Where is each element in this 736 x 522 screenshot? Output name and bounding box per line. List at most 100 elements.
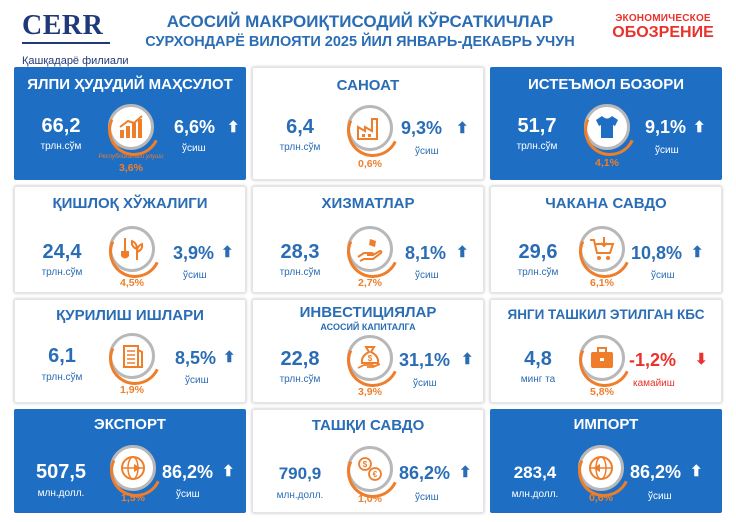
arrow-up-icon: ⬆ (222, 463, 235, 480)
logo-branch: Қашқадарё филиали (22, 55, 129, 67)
card-unit: трлн.сўм (516, 141, 558, 152)
card-industry: САНОАТ 6,4 трлн.сўм 0,6% 9,3% ⬆ ўсиш (252, 67, 484, 180)
card-pct: 31,1% (399, 350, 451, 370)
arrow-up-icon: ⬆ (690, 463, 703, 480)
briefcase-icon (579, 335, 625, 381)
arrow-up-icon: ⬆ (691, 244, 704, 261)
card-value: 66,2 (41, 115, 81, 137)
card-label: ўсиш (182, 143, 206, 154)
brand-line-1: ЭКОНОМИЧЕСКОЕ (615, 13, 711, 24)
card-value: 24,4 (42, 241, 82, 263)
card-pct: -1,2% (629, 350, 677, 370)
card-share: 0,6% (358, 158, 382, 170)
card-value: 6,1 (48, 345, 76, 367)
currency-exchange-icon: $ € (347, 446, 393, 492)
card-label: ўсиш (415, 492, 439, 503)
card-agriculture: ҚИШЛОҚ ХЎЖАЛИГИ 24,4 трлн.сўм 4,5% 3,9% … (14, 186, 246, 293)
card-share: 4,5% (120, 277, 144, 289)
page-subtitle: СУРХОНДАРЁ ВИЛОЯТИ 2025 ЙИЛ ЯНВАРЬ-ДЕКАБ… (145, 34, 575, 50)
card-pct: 6,6% (174, 117, 216, 137)
building-icon (109, 333, 155, 379)
logo-wordmark: CERR (22, 10, 104, 41)
card-pct: 9,1% (645, 117, 687, 137)
arrow-up-icon: ⬆ (221, 244, 234, 261)
arrow-up-icon: ⬆ (461, 351, 474, 368)
card-construction: ҚУРИЛИШ ИШЛАРИ 6,1 трлн.сўм 1,9% 8,5% ⬆ … (14, 299, 246, 403)
card-title: САНОАТ (336, 77, 400, 94)
card-unit: трлн.сўм (279, 267, 321, 278)
card-value: 29,6 (518, 241, 558, 263)
card-subtitle: АСОСИЙ КАПИТАЛГА (320, 322, 416, 332)
arrow-up-icon: ⬆ (693, 119, 706, 136)
card-unit: трлн.сўм (517, 267, 559, 278)
card-unit: трлн.сўм (40, 141, 82, 152)
card-export: ЭКСПОРТ 507,5 млн.долл. 1,5% 86,2% ⬆ ўси… (14, 409, 246, 513)
card-pct: 8,1% (405, 243, 447, 263)
factory-icon (347, 105, 393, 151)
card-value: 507,5 (35, 461, 87, 483)
card-value: 4,8 (524, 348, 552, 370)
card-title: ТАШҚИ САВДО (311, 417, 425, 434)
card-unit: млн.долл. (276, 490, 324, 501)
card-unit: минг та (520, 374, 556, 385)
card-unit: млн.долл. (37, 488, 85, 499)
card-label: ўсиш (183, 270, 207, 281)
arrow-up-icon: ⬆ (459, 464, 472, 481)
card-pct: 86,2% (162, 462, 214, 482)
card-investments: ИНВЕСТИЦИЯЛАР АСОСИЙ КАПИТАЛГА 22,8 трлн… (252, 299, 484, 403)
card-value: 6,4 (286, 116, 314, 138)
card-label: ўсиш (415, 270, 439, 281)
card-title: ЭКСПОРТ (94, 416, 166, 433)
page-title: АСОСИЙ МАКРОИҚТИСОДИЙ КЎРСАТКИЧЛАР (166, 12, 554, 31)
card-title: ЧАКАНА САВДО (545, 195, 667, 212)
card-value: 28,3 (280, 241, 320, 263)
card-pct: 10,8% (631, 243, 683, 263)
card-pct: 86,2% (399, 463, 451, 483)
card-import: ИМПОРТ 283,4 млн.долл. 0,6% 86,2% ⬆ ўсиш (490, 409, 722, 513)
shovel-plant-icon (109, 226, 155, 272)
card-label: ўсиш (648, 491, 672, 502)
card-label: ўсиш (176, 489, 200, 500)
card-label: ўсиш (655, 145, 679, 156)
card-consumer-market: ИСТЕЪМОЛ БОЗОРИ 51,7 трлн.сўм 4,1% 9,1% … (490, 67, 722, 180)
card-title: ИНВЕСТИЦИЯЛАР (299, 304, 437, 321)
card-share: 1,0% (358, 493, 382, 505)
card-share: 3,6% (119, 162, 143, 174)
share-note: Республикадаги улуши (98, 154, 164, 160)
card-share: 2,7% (358, 277, 382, 289)
svg-text:$: $ (368, 354, 373, 363)
card-foreign-trade: ТАШҚИ САВДО 790,9 млн.долл. $ € 1,0% 86,2… (252, 409, 484, 513)
card-unit: трлн.сўм (279, 142, 321, 153)
svg-text:€: € (373, 470, 378, 479)
arrow-up-icon: ⬆ (456, 120, 469, 137)
brand-logo: ЭКОНОМИЧЕСКОЕ ОБОЗРЕНИЕ (604, 14, 722, 41)
card-title: ҚИШЛОҚ ХЎЖАЛИГИ (52, 195, 208, 212)
card-pct: 86,2% (630, 462, 682, 482)
arrow-up-icon: ⬆ (227, 119, 240, 136)
card-pct: 8,5% (175, 348, 217, 368)
shopping-cart-icon (579, 226, 625, 272)
svg-text:$: $ (363, 460, 368, 469)
card-share: 3,9% (358, 386, 382, 398)
card-value: 51,7 (517, 115, 557, 137)
globe-export-icon (110, 445, 156, 491)
arrow-up-icon: ⬆ (223, 349, 236, 366)
card-title: ХИЗМАТЛАР (321, 195, 415, 212)
arrow-up-icon: ⬆ (456, 244, 469, 261)
card-new-businesses: ЯНГИ ТАШКИЛ ЭТИЛГАН КБС 4,8 минг та 5,8%… (490, 299, 722, 403)
brand-line-2: ОБОЗРЕНИЕ (612, 24, 714, 41)
card-pct: 3,9% (173, 243, 215, 263)
tshirt-icon (584, 104, 630, 150)
card-label: ўсиш (651, 270, 675, 281)
card-share: 5,8% (590, 386, 614, 398)
arrow-down-icon: ⬇ (695, 351, 708, 368)
card-value: 790,9 (278, 464, 322, 483)
card-share: 6,1% (590, 277, 614, 289)
card-share: 4,1% (595, 157, 619, 169)
card-unit: трлн.сўм (41, 267, 83, 278)
card-unit: млн.долл. (511, 489, 559, 500)
card-title: ИСТЕЪМОЛ БОЗОРИ (527, 76, 685, 93)
money-bag-icon: $ (347, 335, 393, 381)
card-title: ЯЛПИ ҲУДУДИЙ МАҲСУЛОТ (27, 76, 233, 93)
card-label: камайиш (633, 378, 675, 389)
